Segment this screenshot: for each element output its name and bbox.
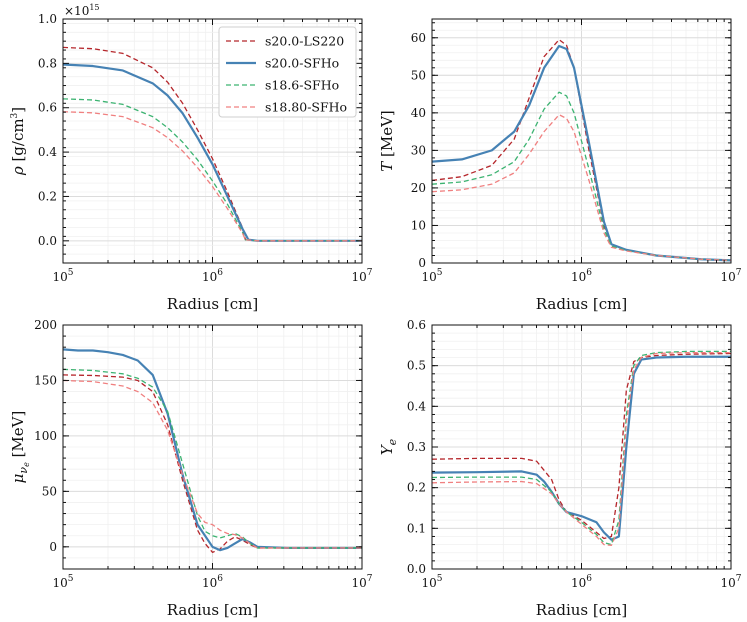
x-tick-label: 106 — [571, 574, 592, 590]
y-tick-label: 20 — [411, 181, 426, 195]
grid-lines — [431, 324, 732, 570]
y-tick-label: 0.6 — [38, 101, 57, 115]
y-tick-label: 60 — [411, 31, 426, 45]
y-tick-label: 150 — [34, 373, 57, 387]
x-tick-label: 105 — [421, 574, 442, 590]
y-tick-label: 100 — [34, 429, 57, 443]
y-axis-label: T [MeV] — [378, 110, 396, 172]
y-tick-label: 0.4 — [38, 145, 57, 159]
series-line-s18_6_SFHo — [432, 350, 731, 546]
x-tick-label: 105 — [421, 268, 442, 284]
y-tick-label: 0.0 — [407, 562, 426, 576]
y-tick-label: 0.4 — [407, 399, 426, 413]
y-tick-label: 0.1 — [407, 521, 426, 535]
x-axis-label: Radius [cm] — [536, 295, 627, 313]
y-tick-label: 0.2 — [407, 481, 426, 495]
series-line-s20_SFHo — [432, 44, 731, 262]
series-line-s18_80_SFHo — [63, 111, 362, 242]
legend-label: s20.0-SFHo — [265, 56, 339, 71]
series-line-s20_SFHo — [432, 355, 731, 541]
y-tick-label: 1.0 — [38, 12, 57, 26]
y-tick-label: 0.8 — [38, 56, 57, 70]
x-tick-label: 105 — [52, 268, 73, 284]
legend: s20.0-LS220 s20.0-SFHo s18.6-SFHo s18.80-SF… — [218, 26, 357, 118]
y-tick-label: 200 — [34, 318, 57, 332]
grid-lines — [62, 324, 363, 570]
y-tick-label: 0 — [49, 540, 57, 554]
x-axis-label: Radius [cm] — [167, 601, 258, 619]
series-group — [63, 46, 362, 242]
y-tick-label: 0.0 — [38, 234, 57, 248]
x-tick-label: 106 — [202, 574, 223, 590]
series-line-s18_80_SFHo — [432, 114, 731, 262]
y-tick-label: 0 — [418, 256, 426, 270]
x-tick-label: 107 — [720, 268, 741, 284]
y-tick-label: 50 — [42, 484, 57, 498]
y-tick-label: 0.5 — [407, 359, 426, 373]
x-axis-label: Radius [cm] — [536, 601, 627, 619]
y-tick-label: 50 — [411, 68, 426, 82]
x-tick-label: 107 — [720, 574, 741, 590]
grid-lines — [431, 19, 732, 264]
y-tick-label: 0.2 — [38, 189, 57, 203]
x-tick-label: 106 — [202, 268, 223, 284]
y-axis-label: μνe [MeV] — [9, 411, 31, 484]
legend-label: s18.6-SFHo — [265, 78, 339, 93]
y-tick-label: 40 — [411, 106, 426, 120]
y-multiplier: ×1015 — [64, 3, 100, 18]
chart-panel-0: 105 106 107 0.0 0.2 0.4 0.6 0.8 1.0 ×1015 Radius [… — [9, 3, 373, 313]
series-group — [432, 350, 731, 547]
legend-box — [218, 26, 357, 118]
series-group — [63, 348, 362, 554]
y-axis-label: ρ [g/cm3] — [9, 107, 27, 176]
x-axis-label: Radius [cm] — [167, 295, 258, 313]
series-group — [432, 39, 731, 262]
legend-label: s18.80-SFHo — [265, 100, 347, 115]
series-line-s18_80_SFHo — [63, 379, 362, 549]
series-line-s18_6_SFHo — [63, 368, 362, 549]
series-line-s18_6_SFHo — [432, 91, 731, 262]
x-tick-label: 105 — [52, 574, 73, 590]
chart-panel-3: 105 106 107 0.0 0.1 0.2 0.3 0.4 0.5 0.6 Radius [cm… — [378, 318, 742, 619]
y-axis-label: Ye — [378, 438, 399, 455]
y-tick-label: 30 — [411, 143, 426, 157]
chart-panel-2: 105 106 107 0 50 100 150 200 Radius [cm] μνe [MeV… — [9, 318, 373, 619]
series-line-s20_LS220 — [63, 374, 362, 554]
y-tick-label: 0.6 — [407, 318, 426, 332]
y-tick-label: 10 — [411, 218, 426, 232]
x-tick-label: 107 — [351, 268, 372, 284]
y-tick-label: 0.3 — [407, 440, 426, 454]
series-line-s20_SFHo — [63, 348, 362, 552]
legend-label: s20.0-LS220 — [265, 34, 344, 49]
chart-panel-1: 105 106 107 0 10 20 30 40 50 60 Radius [cm] T [MeV] — [378, 18, 742, 313]
x-tick-label: 107 — [351, 574, 372, 590]
x-tick-label: 106 — [571, 268, 592, 284]
